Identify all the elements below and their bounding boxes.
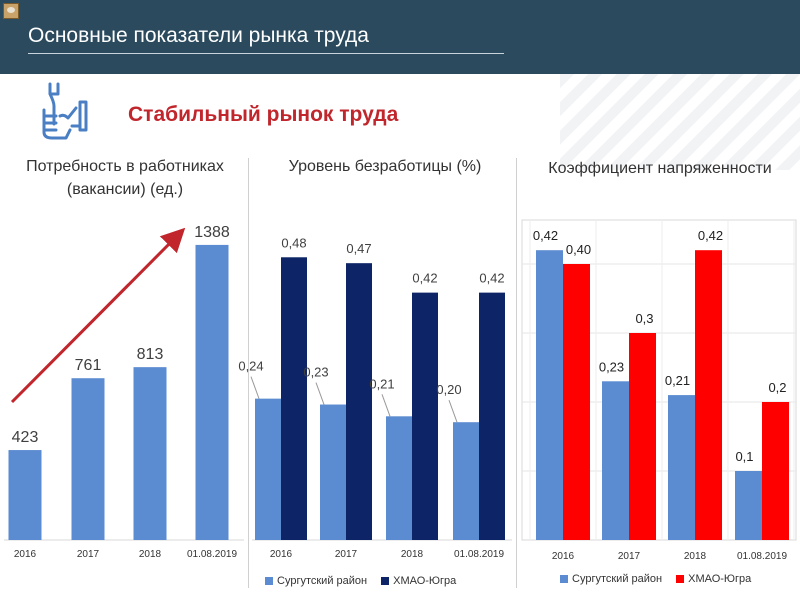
unemployment-label-khmao: 0,48 xyxy=(281,235,306,250)
vacancies-data-label: 1388 xyxy=(194,224,230,241)
unemployment-leader-line xyxy=(250,376,260,399)
section-subtitle: Стабильный рынок труда xyxy=(128,103,399,126)
tension-label-surgut: 0,42 xyxy=(533,228,558,243)
unemployment-bar-khmao xyxy=(479,292,505,540)
legend-label: ХМАО-Югра xyxy=(688,573,752,585)
legend-item: Сургутский район xyxy=(265,575,367,587)
unemployment-leader-line xyxy=(315,382,325,405)
legend-label: Сургутский район xyxy=(277,575,368,587)
unemployment-bar-khmao xyxy=(346,263,372,540)
vacancies-bar xyxy=(133,367,167,540)
tension-bar-khmao xyxy=(695,250,722,540)
unemployment-label-khmao: 0,42 xyxy=(479,271,504,286)
vacancies-data-label: 423 xyxy=(12,429,39,446)
tension-bar-khmao xyxy=(563,264,590,540)
unemployment-tick-label: 01.08.2019 xyxy=(454,549,504,560)
unemployment-bar-khmao xyxy=(412,292,438,540)
unemployment-label-surgut: 0,20 xyxy=(436,382,461,397)
unemployment-tick-label: 2016 xyxy=(270,549,293,560)
unemployment-legend: Сургутский район ХМАО-Югра xyxy=(265,575,470,587)
tension-tick-label: 2017 xyxy=(618,551,641,562)
unemployment-leader-line xyxy=(381,394,391,417)
page-title: Основные показатели рынка труда xyxy=(28,24,369,47)
tension-tick-label: 2018 xyxy=(684,551,707,562)
vacancies-title-line1: Потребность в работниках xyxy=(26,158,224,175)
unemployment-label-surgut: 0,23 xyxy=(303,365,328,380)
tension-bar-khmao xyxy=(762,402,789,540)
divider-right xyxy=(516,158,517,588)
unemployment-tick-label: 2018 xyxy=(401,549,424,560)
unemployment-label-khmao: 0,42 xyxy=(412,271,437,286)
legend-item: Сургутский район xyxy=(560,573,662,585)
vacancies-data-label: 761 xyxy=(75,357,102,374)
tension-bar-surgut xyxy=(668,395,695,540)
vacancies-tick-label: 2016 xyxy=(14,549,37,560)
legend-label: ХМАО-Югра xyxy=(393,575,457,587)
vacancies-bar xyxy=(195,244,229,540)
vacancies-tick-label: 01.08.2019 xyxy=(187,549,237,560)
title-underline xyxy=(28,53,504,54)
unemployment-title: Уровень безработицы (%) xyxy=(288,158,482,175)
tension-bar-surgut xyxy=(602,381,629,540)
legend-swatch xyxy=(381,577,390,586)
legend-item: ХМАО-Югра xyxy=(676,573,751,585)
unemployment-bar-surgut xyxy=(453,422,479,540)
vacancies-data-label: 813 xyxy=(137,346,164,363)
tension-plot-frame xyxy=(521,219,797,541)
tension-legend: Сургутский район ХМАО-Югра xyxy=(560,573,765,585)
unemployment-label-surgut: 0,21 xyxy=(369,376,394,391)
trend-arrow xyxy=(10,227,186,404)
tension-bar-khmao xyxy=(629,333,656,540)
tension-tick-label: 2016 xyxy=(552,551,575,562)
tension-tick-label: 01.08.2019 xyxy=(737,551,787,562)
legend-label: Сургутский район xyxy=(572,573,663,585)
unemployment-bar-surgut xyxy=(255,398,281,540)
vacancies-bar xyxy=(8,450,42,540)
unemployment-tick-label: 2017 xyxy=(335,549,358,560)
wrench-hand-icon xyxy=(36,80,100,142)
legend-swatch xyxy=(265,577,273,586)
tension-bar-surgut xyxy=(536,250,563,540)
app-logo-icon xyxy=(3,3,19,19)
tension-label-khmao: 0,42 xyxy=(698,228,723,243)
header-bar: Основные показатели рынка труда xyxy=(0,0,800,74)
tension-label-surgut: 0,21 xyxy=(665,373,690,388)
vacancies-title: Потребность в работниках (вакансии) (ед.… xyxy=(0,155,250,201)
unemployment-leader-line xyxy=(448,400,458,423)
decorative-pattern xyxy=(560,74,800,170)
unemployment-label-khmao: 0,47 xyxy=(346,241,371,256)
vacancies-tick-label: 2018 xyxy=(139,549,162,560)
tension-title: Коэффициент напряженности xyxy=(548,160,772,177)
tension-label-khmao: 0,40 xyxy=(566,242,591,257)
legend-item: ХМАО-Югра xyxy=(381,575,456,587)
unemployment-bar-surgut xyxy=(386,416,412,540)
tension-label-surgut: 0,1 xyxy=(735,449,753,464)
tension-label-surgut: 0,23 xyxy=(599,359,624,374)
vacancies-bar xyxy=(71,378,105,540)
tension-label-khmao: 0,3 xyxy=(635,311,653,326)
divider-left xyxy=(248,158,249,588)
unemployment-label-surgut: 0,24 xyxy=(238,359,263,374)
legend-swatch xyxy=(676,575,685,584)
unemployment-bar-surgut xyxy=(320,404,346,540)
unemployment-bar-khmao xyxy=(281,257,307,540)
tension-label-khmao: 0,2 xyxy=(768,380,786,395)
legend-swatch xyxy=(560,575,568,584)
tension-bar-surgut xyxy=(735,471,762,540)
vacancies-tick-label: 2017 xyxy=(77,549,100,560)
vacancies-title-line2: (вакансии) (ед.) xyxy=(66,181,184,198)
